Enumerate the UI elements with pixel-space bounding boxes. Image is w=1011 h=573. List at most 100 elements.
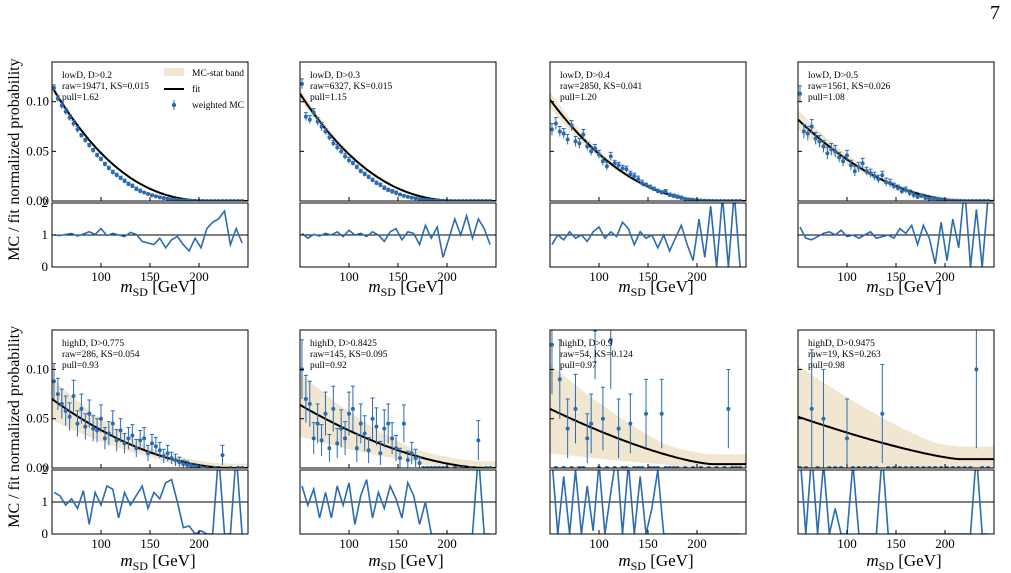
mc-point [366, 175, 371, 180]
x-axis-label-unit: [GeV] [148, 551, 196, 570]
mc-point [644, 411, 649, 416]
x-axis-label-subscript: SD [631, 285, 647, 299]
mc-point [433, 198, 438, 201]
mc-point [95, 428, 100, 433]
mc-point [378, 183, 383, 188]
mc-point [624, 167, 629, 172]
mc-point [647, 185, 652, 190]
mc-point [589, 421, 594, 426]
mc-point [573, 406, 578, 411]
mc-stat-band [52, 378, 248, 468]
mc-point [339, 426, 344, 431]
mc-point [319, 124, 324, 129]
panel-annotation-line: raw=2850, KS=0.041 [560, 82, 642, 92]
mc-point [852, 169, 857, 174]
ratio-line [301, 212, 491, 258]
x-tick-label: 150 [886, 536, 906, 551]
ratio-plot-area [52, 209, 248, 253]
mc-point [350, 406, 355, 411]
mc-point [300, 81, 304, 86]
mc-point [417, 197, 422, 201]
mc-point [405, 458, 410, 463]
mc-point [628, 421, 633, 426]
panel-annotation-line: lowD, D>0.2 [62, 71, 112, 81]
mc-point [841, 159, 846, 164]
x-axis-label-symbol: m [866, 551, 878, 570]
mc-point [134, 446, 139, 451]
mc-point [102, 162, 107, 167]
mc-point [829, 147, 834, 152]
mc-point [55, 392, 60, 397]
ratio-y-axis-label: MC / fit [6, 209, 23, 261]
mc-point [931, 196, 936, 201]
mc-point [880, 411, 885, 416]
mc-point [553, 121, 558, 126]
x-axis-label: mSD [GeV] [618, 277, 693, 299]
mc-point [200, 198, 205, 201]
mc-point [83, 138, 88, 143]
mc-point [825, 151, 830, 156]
mc-point [52, 379, 56, 384]
ratio-line [53, 470, 243, 534]
mc-point [220, 453, 225, 458]
panel-annotation-line: highD, D>0.9475 [808, 339, 875, 349]
mc-point [561, 131, 566, 136]
mc-point [655, 189, 660, 194]
mc-point [888, 181, 893, 186]
panel-annotation-line: lowD, D>0.4 [560, 71, 610, 81]
mc-point [126, 182, 131, 187]
x-axis-label-symbol: m [618, 277, 630, 296]
mc-point [659, 190, 664, 195]
mc-point [397, 456, 402, 461]
fit-curve [550, 407, 746, 466]
y-tick-label: 0.05 [26, 411, 49, 426]
mc-point [386, 421, 391, 426]
mc-point [323, 411, 328, 416]
x-axis-label-subscript: SD [879, 559, 895, 573]
mc-point [303, 114, 308, 119]
mc-point [801, 129, 806, 134]
mc-point [805, 131, 810, 136]
y-tick-label: 0.00 [26, 193, 49, 208]
mc-point [663, 189, 668, 194]
x-tick-label: 150 [388, 269, 408, 284]
main-plot-area [550, 91, 746, 201]
mc-point [919, 194, 924, 199]
mc-point [401, 193, 406, 198]
mc-point [106, 431, 111, 436]
x-tick-label: 150 [638, 269, 658, 284]
mc-point [79, 133, 84, 138]
x-axis-label-unit: [GeV] [646, 551, 694, 570]
mc-point [895, 186, 900, 191]
mc-point [640, 181, 645, 186]
x-axis-label-symbol: m [618, 551, 630, 570]
mc-point [185, 463, 190, 468]
mc-point [358, 169, 363, 174]
mc-point [347, 158, 351, 163]
panel-annotation-line: raw=6327, KS=0.015 [310, 82, 392, 92]
mc-point [370, 178, 375, 183]
panel-annotation-line: pull=1.62 [62, 93, 99, 103]
mc-point [362, 431, 367, 436]
ratio-plot-area [798, 470, 994, 534]
x-axis-label-unit: [GeV] [396, 551, 444, 570]
mc-point [409, 451, 414, 456]
ratio-y-tick-label: 1 [42, 494, 49, 509]
x-axis-label: mSD [GeV] [866, 277, 941, 299]
x-tick-label: 200 [189, 536, 209, 551]
x-axis-label: mSD [GeV] [618, 551, 693, 573]
x-axis-label-symbol: m [120, 277, 132, 296]
mc-point [413, 196, 418, 201]
main-plot-area [52, 363, 248, 468]
mc-point [91, 426, 96, 431]
x-tick-label: 200 [437, 536, 457, 551]
mc-point [87, 143, 92, 148]
ratio-line [53, 209, 243, 253]
mc-point [608, 154, 613, 159]
mc-point [382, 426, 387, 431]
mc-point [550, 342, 554, 347]
mc-point [315, 119, 320, 124]
x-tick-label: 100 [91, 536, 111, 551]
